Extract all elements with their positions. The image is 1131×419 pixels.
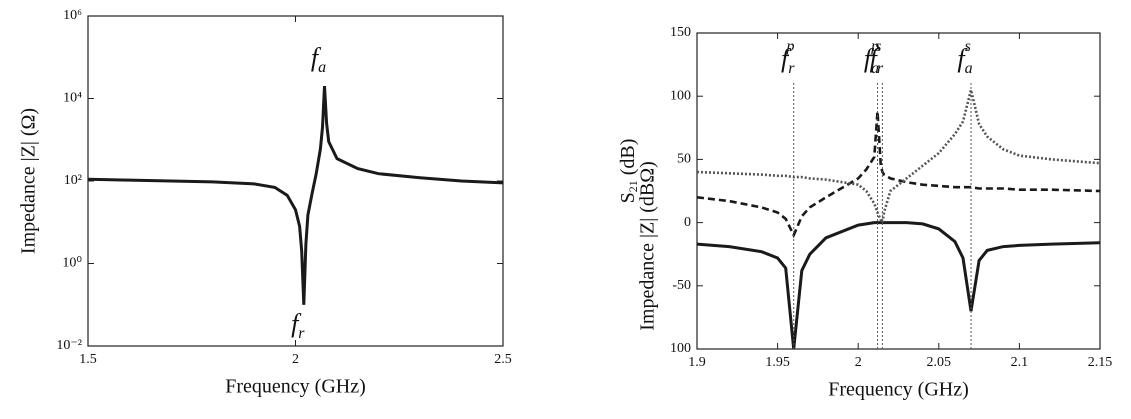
x-tick-label: 2.05 <box>927 355 952 370</box>
label-part: S <box>617 192 639 203</box>
annotation-main: f <box>957 44 968 73</box>
annotation: fr <box>291 309 305 342</box>
y-tick-label: 0 <box>684 215 691 230</box>
x-axis-label: Frequency (GHz) <box>225 376 366 398</box>
annotation-main: f <box>870 44 881 73</box>
y-tick-label: 100 <box>670 88 691 103</box>
annotation-sub: r <box>788 60 795 77</box>
chart: 10⁻² 10⁰ 10² 10⁴ 10⁶ 1.5 2 2.5 Frequency (GHz) Im… <box>18 8 512 397</box>
annotation: frs <box>870 38 884 77</box>
y-tick-label: 50 <box>677 152 691 167</box>
annotation: fa <box>311 43 326 76</box>
series-line <box>87 86 504 305</box>
annotation: fas <box>957 38 972 77</box>
y-tick-label: -50 <box>672 278 691 293</box>
annotation-sub: r <box>877 60 884 77</box>
annotation-sup: p <box>785 38 794 55</box>
plot-frame <box>696 32 1101 350</box>
annotation: frp <box>781 38 795 77</box>
label-part: (dB) <box>617 139 639 181</box>
annotation-main: f <box>311 43 322 72</box>
annotation-sub: a <box>318 59 326 76</box>
x-tick-label: 2 <box>292 352 299 367</box>
x-tick-label: 1.9 <box>688 355 706 370</box>
y-tick-label: 10⁻² <box>56 338 82 353</box>
y-axis-label: Impedance |Z| (dBΩ) <box>637 161 659 330</box>
series-line <box>696 89 1101 227</box>
annotation-sub: a <box>965 60 973 77</box>
y-tick-label: 100 <box>670 341 691 356</box>
y-tick-label: 10⁶ <box>63 8 82 23</box>
y-axis-label: Impedance |Z| (Ω) <box>18 108 40 254</box>
y-tick-label: 10² <box>64 173 82 188</box>
y-axis-label-2: S21 (dB) <box>617 139 640 204</box>
x-tick-label: 2 <box>855 355 862 370</box>
annotation-sub: r <box>298 325 305 342</box>
y-tick-label: 10⁴ <box>63 91 82 106</box>
x-tick-label: 2.15 <box>1088 355 1113 370</box>
label-sub: 21 <box>626 180 640 192</box>
y-tick-label: 10⁰ <box>62 256 82 271</box>
y-tick-label: 150 <box>670 25 691 40</box>
x-tick-label: 1.5 <box>79 352 97 367</box>
annotation-sup: s <box>965 38 971 55</box>
x-tick-label: 1.95 <box>765 355 790 370</box>
annotation-sub: a <box>871 60 879 77</box>
annotation-sup: p <box>870 38 879 55</box>
series-line <box>696 221 1101 350</box>
x-axis-label: Frequency (GHz) <box>828 379 969 401</box>
x-tick-label: 2.1 <box>1011 355 1029 370</box>
annotation-sup: s <box>875 38 881 55</box>
x-tick-label: 2.5 <box>494 352 512 367</box>
annotation: fap <box>864 38 879 77</box>
annotation-main: f <box>864 44 875 73</box>
annotation-main: f <box>291 309 302 338</box>
annotation-main: f <box>781 44 792 73</box>
